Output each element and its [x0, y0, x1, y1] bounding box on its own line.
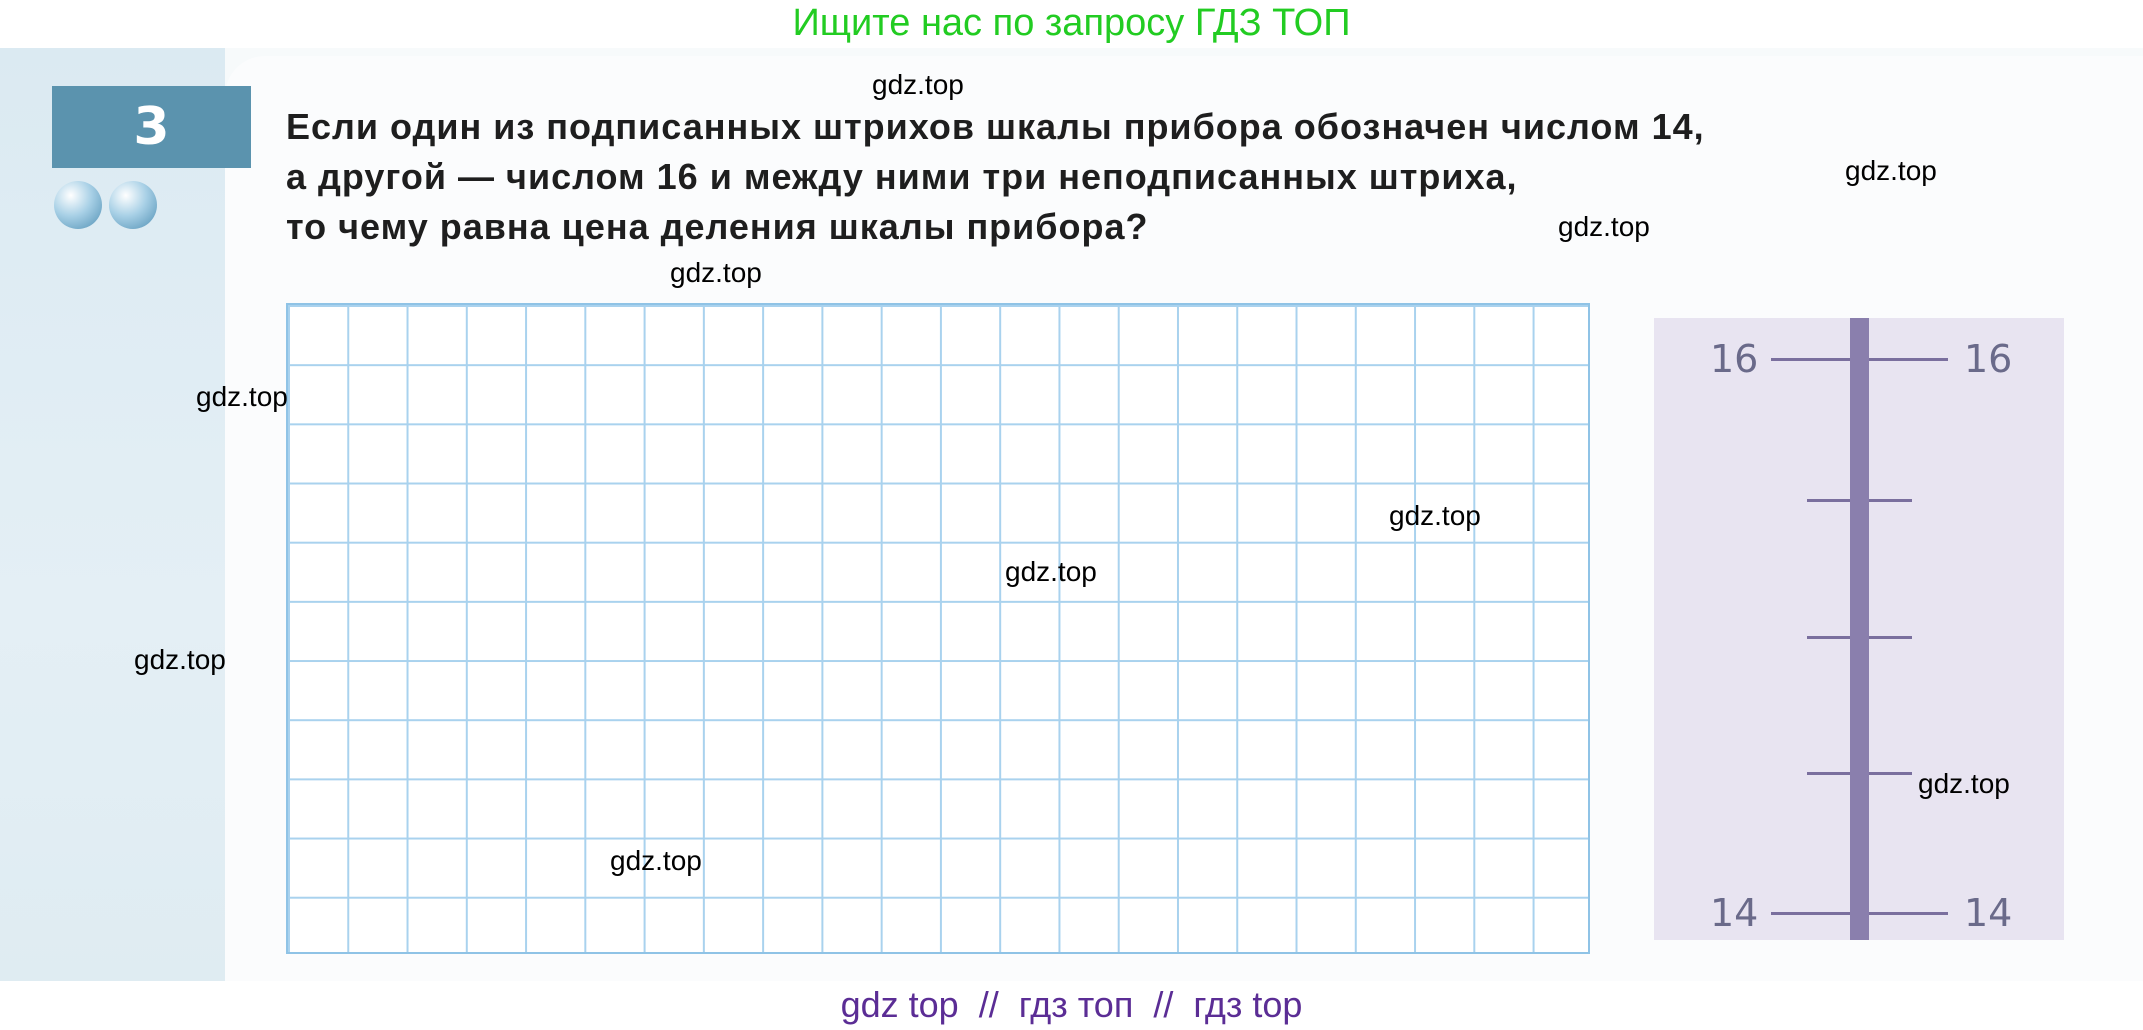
answer-grid[interactable] [286, 303, 1590, 954]
tick-unlabeled [1869, 499, 1912, 502]
tick-unlabeled [1807, 636, 1850, 639]
tick-16-left [1771, 358, 1850, 361]
tick-unlabeled [1869, 636, 1912, 639]
tick-unlabeled [1807, 772, 1850, 775]
watermark: gdz.top [134, 644, 226, 675]
watermark: gdz.top [1389, 500, 1481, 531]
watermark: gdz.top [610, 845, 702, 876]
bottom-banner: gdz top // гдз топ // гдз top [840, 984, 1303, 1025]
top-banner: Ищите нас по запросу ГДЗ ТОП [792, 2, 1351, 44]
question-line: то чему равна цена деления шкалы прибора… [286, 206, 1149, 247]
watermark: gdz.top [196, 381, 288, 412]
instrument-scale: 16 16 14 14 [1654, 318, 2064, 940]
watermark: gdz.top [1845, 155, 1937, 186]
question-line: а другой — числом 16 и между ними три не… [286, 156, 1518, 197]
task-question: Если один из подписанных штрихов шкалы п… [286, 102, 1826, 252]
watermark: gdz.top [1918, 768, 2010, 799]
tick-unlabeled [1869, 772, 1912, 775]
task-number-badge: 3 [52, 86, 251, 168]
page-margin-band [0, 48, 225, 981]
difficulty-dot-icon [109, 181, 157, 229]
watermark: gdz.top [1005, 556, 1097, 587]
watermark: gdz.top [872, 69, 964, 100]
watermark: gdz.top [1558, 211, 1650, 242]
question-line: Если один из подписанных штрихов шкалы п… [286, 106, 1705, 147]
tick-unlabeled [1807, 499, 1850, 502]
difficulty-dot-icon [54, 181, 102, 229]
scale-label: 16 [1710, 337, 1759, 381]
scale-label: 14 [1710, 891, 1759, 935]
scale-bar [1850, 318, 1869, 940]
scale-label: 16 [1964, 337, 2013, 381]
tick-16-right [1869, 358, 1948, 361]
scale-label: 14 [1964, 891, 2013, 935]
tick-14-right [1869, 912, 1948, 915]
watermark: gdz.top [670, 257, 762, 288]
tick-14-left [1771, 912, 1850, 915]
